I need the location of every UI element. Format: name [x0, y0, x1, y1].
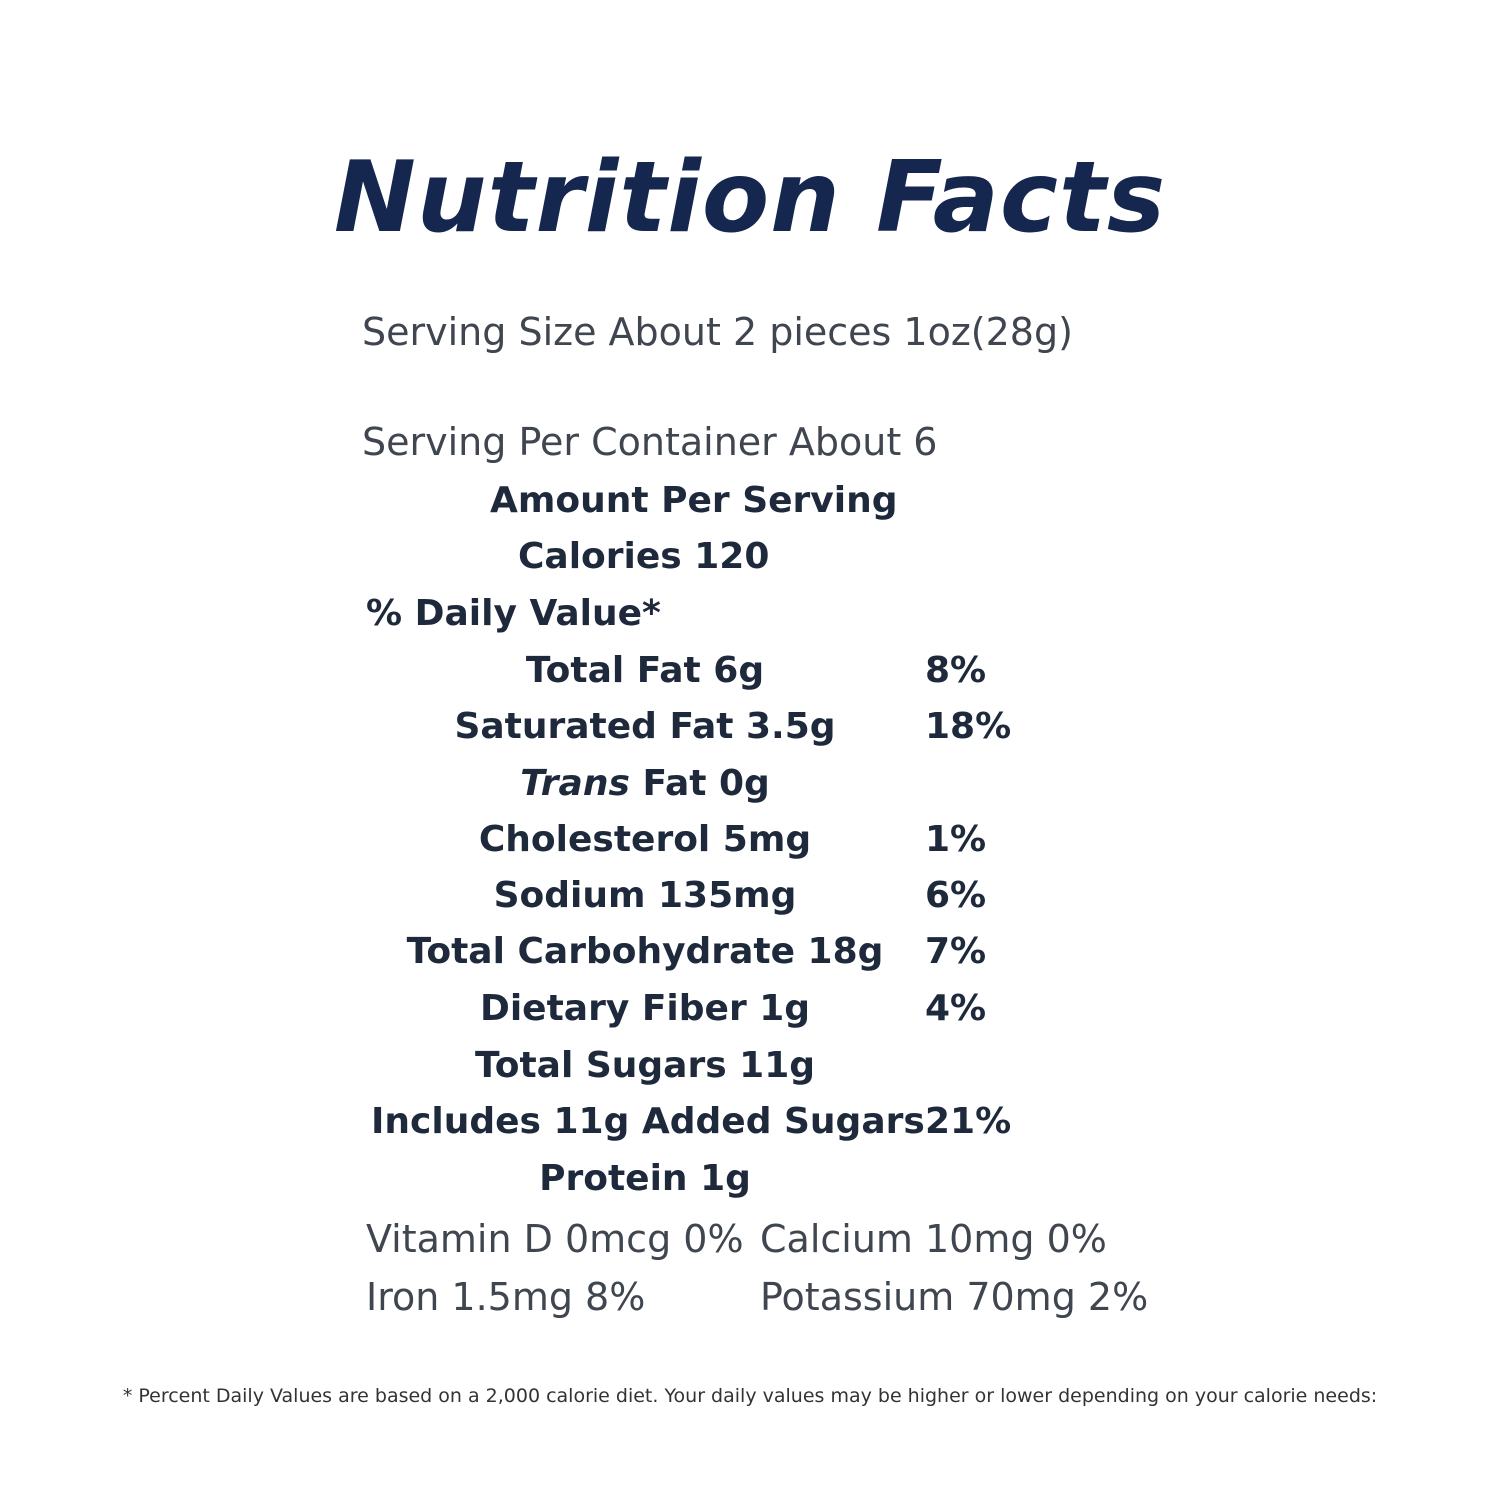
nutrient-added-sugars: Includes 11g Added Sugars: [371, 1101, 925, 1142]
servings-per-container: Serving Per Container About 6: [362, 420, 938, 464]
potassium: Potassium 70mg 2%: [760, 1275, 1149, 1319]
dv-added-sugars: 21%: [925, 1101, 1012, 1142]
page-title: Nutrition Facts: [333, 141, 1167, 255]
nutrient-total-carbohydrate: Total Carbohydrate 18g: [406, 931, 884, 972]
dv-total-fat: 8%: [925, 650, 987, 691]
nutrient-total-fat: Total Fat 6g: [525, 650, 765, 691]
dv-cholesterol: 1%: [925, 819, 987, 860]
trans-label: Trans: [520, 763, 630, 804]
vitamin-d: Vitamin D 0mcg 0%: [366, 1217, 744, 1261]
nutrient-saturated-fat: Saturated Fat 3.5g: [454, 706, 836, 747]
footnote: * Percent Daily Values are based on a 2,…: [122, 1385, 1378, 1407]
nutrient-dietary-fiber: Dietary Fiber 1g: [479, 988, 811, 1029]
nutrient-total-sugars: Total Sugars 11g: [474, 1045, 816, 1086]
calcium: Calcium 10mg 0%: [760, 1217, 1107, 1261]
nutrient-trans-fat: Trans Fat 0g: [215, 761, 1075, 807]
calories: Calories 120: [518, 536, 770, 577]
daily-value-header: % Daily Value*: [366, 593, 661, 634]
nutrient-protein: Protein 1g: [539, 1158, 751, 1199]
nutrient-cholesterol: Cholesterol 5mg: [478, 819, 812, 860]
trans-fat-value: Fat 0g: [629, 763, 770, 804]
amount-per-serving: Amount Per Serving: [490, 480, 898, 521]
dv-sodium: 6%: [925, 875, 987, 916]
dv-total-carbohydrate: 7%: [925, 931, 987, 972]
dv-dietary-fiber: 4%: [925, 988, 987, 1029]
iron: Iron 1.5mg 8%: [366, 1275, 646, 1319]
nutrient-sodium: Sodium 135mg: [493, 875, 797, 916]
dv-saturated-fat: 18%: [925, 706, 1012, 747]
serving-size: Serving Size About 2 pieces 1oz(28g): [362, 310, 1073, 354]
